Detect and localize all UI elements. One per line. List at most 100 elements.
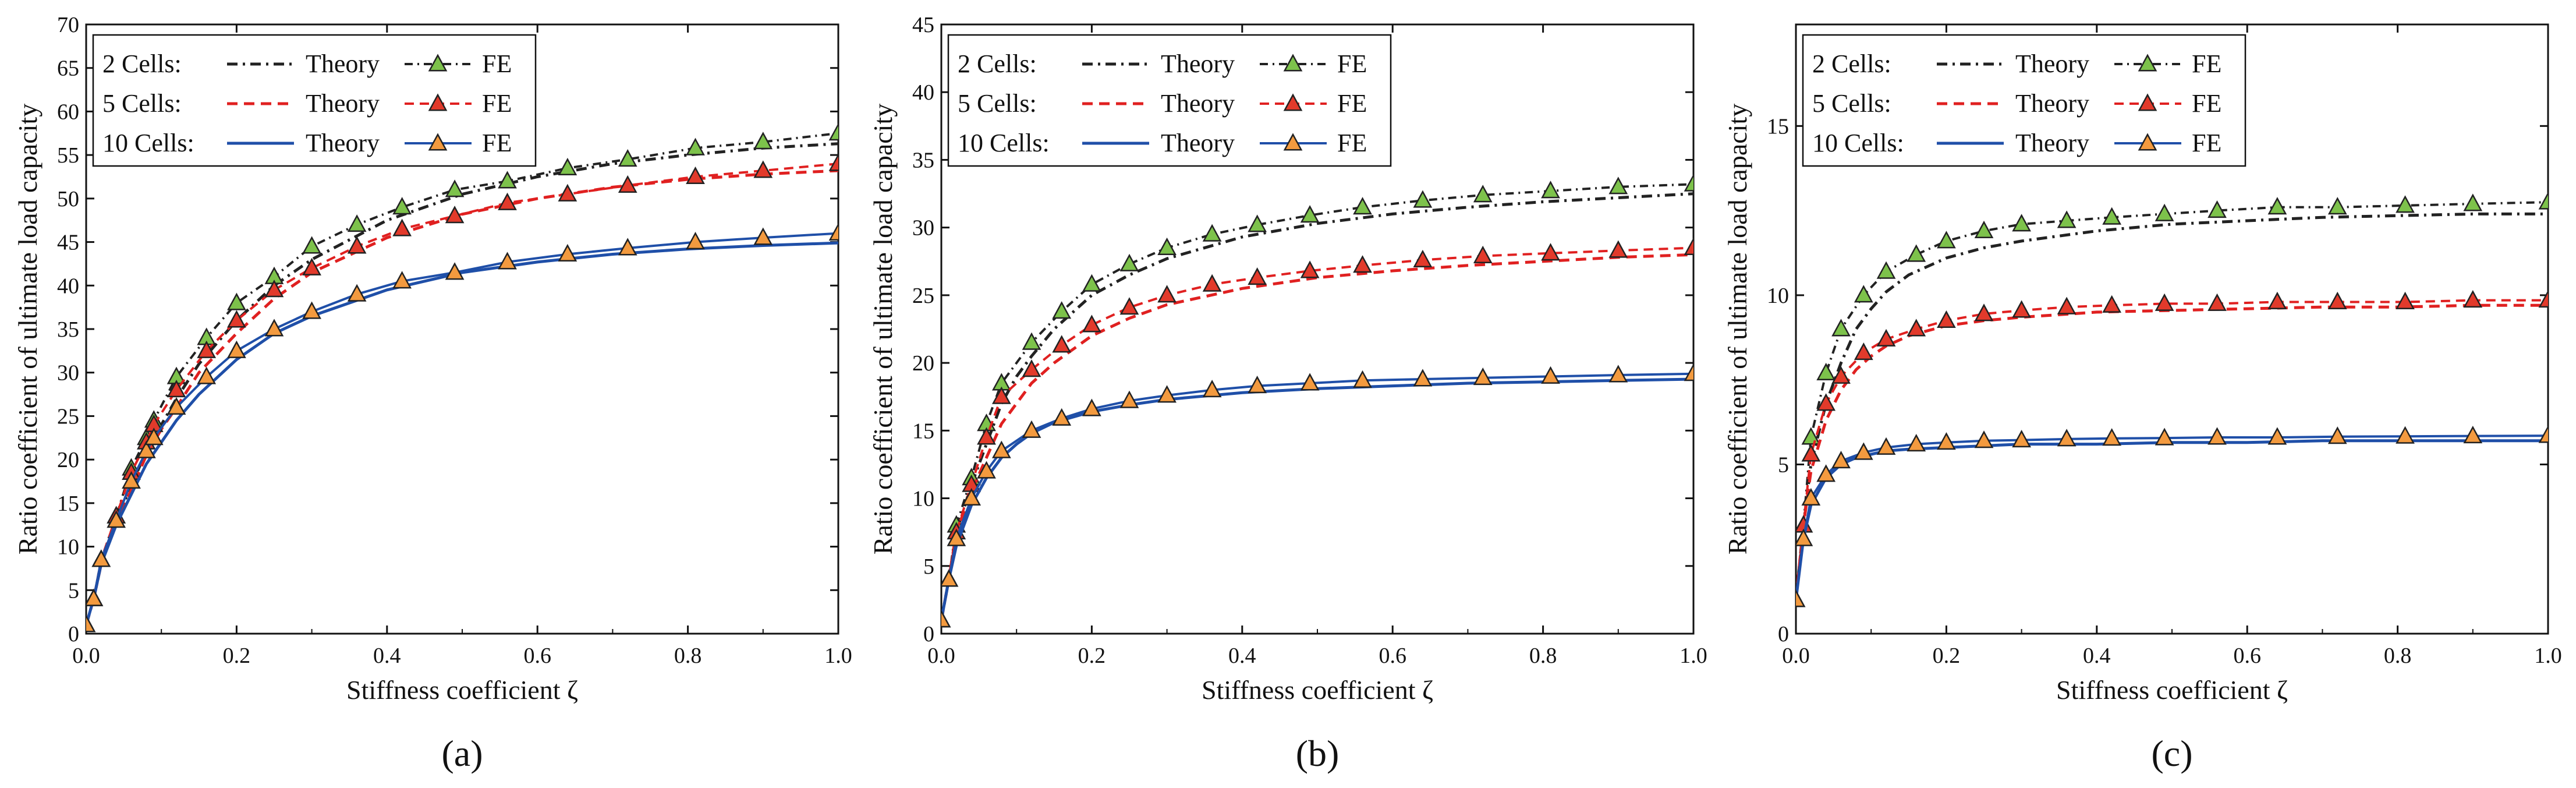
panel-a-series-5-marker [558, 243, 577, 262]
panel-c-series-3-marker [2102, 295, 2121, 313]
panel-b-legend: 2 Cells: Theory FE 5 Cells: Theory FE 10 Cells… [947, 34, 1392, 167]
panel-b-series-1-marker [1300, 205, 1320, 223]
panel-a-series-3-marker [197, 340, 217, 358]
panel-b-series-3-marker [1248, 267, 1267, 285]
panel-c-series-1-marker [1854, 285, 1873, 303]
panel-c-series-5-marker [2396, 426, 2415, 444]
panel-b-ytick-label: 45 [912, 13, 934, 37]
panel-c-series-3-marker [1876, 328, 1896, 347]
panel-b-series-3-marker [1541, 243, 1560, 261]
panel-c-plot-area [1796, 192, 2548, 607]
panel-c-legend: 2 Cells: Theory FE 5 Cells: Theory FE 10 Cells… [1802, 34, 2247, 167]
panel-a-legend: 2 Cells: Theory FE 5 Cells: Theory FE 10 Cells… [92, 34, 537, 167]
panel-c-series-1-marker [2463, 193, 2483, 211]
panel-a-series-1-marker [686, 137, 705, 156]
panel-b-series-3-marker [1608, 240, 1628, 258]
panel-c-series-5-marker [1796, 528, 1813, 546]
panel-b-legend-fe-label: FE [1337, 129, 1367, 157]
panel-b-series-3-fe-line [941, 246, 1693, 621]
panel-c-xtick-label: 0.0 [1782, 644, 1810, 668]
panel-c-series-5-marker [1796, 589, 1806, 607]
panel-b-series-1-marker [1353, 197, 1372, 215]
panel-c-series-1-marker [2155, 203, 2174, 221]
panel-a-xtick-label: 0.2 [223, 644, 251, 668]
panel-b-series-5-marker [992, 440, 1011, 458]
panel-c-legend-theory-label: Theory [2015, 129, 2089, 157]
panel-c-legend-group-label: 5 Cells: [1812, 89, 1891, 118]
panel-a-legend-fe-marker [428, 93, 448, 111]
panel-a-ytick-label: 70 [57, 13, 79, 37]
panel-a-xlabel: Stiffness coefficient ζ [346, 675, 578, 705]
panel-b-series-5-marker [1473, 368, 1493, 386]
panel-c-legend-group-label: 10 Cells: [1812, 129, 1904, 157]
panel-c-series-3-marker [2327, 291, 2347, 310]
panel-b-series-0-theory [941, 192, 1693, 621]
panel-a-series-1-marker [618, 149, 637, 167]
panel-c-ytick-label: 5 [1778, 453, 1789, 477]
panel-a-series-5-marker [197, 366, 217, 384]
panel-c-series-3-marker [2057, 296, 2077, 315]
panel-c-series-2-theory [1796, 303, 2548, 600]
panel-b-ytick-label: 0 [923, 622, 934, 646]
panel-c-series-3-marker [1831, 366, 1851, 384]
panel-a-xtick-label: 1.0 [824, 644, 852, 668]
panel-c-series-3-marker [2267, 291, 2287, 310]
panel-b-series-5-fe-line [941, 372, 1693, 621]
panel-c-series-1-marker [2538, 192, 2548, 210]
panel-b-series-1-marker [1157, 237, 1177, 256]
panel-c-series-3-marker [2538, 289, 2548, 308]
panel-a-series-5-marker [445, 262, 465, 280]
panel-b-series-5-marker [1082, 398, 1101, 416]
panel-b-series-5-marker [947, 528, 966, 546]
panel-c-legend-fe-marker [2138, 93, 2157, 111]
panel-c-series-1-fe-line [1796, 201, 2548, 600]
panel-b-xlabel: Stiffness coefficient ζ [1202, 675, 1433, 705]
panel-a-ytick-label: 5 [68, 578, 79, 603]
panel-c-series-3-marker [2463, 289, 2483, 308]
panel-a-series-5-marker [392, 271, 412, 289]
panel-c-series-3-marker [1854, 342, 1873, 361]
panel-b-series-5-marker [941, 610, 951, 628]
panel-b-label: (b) [1296, 733, 1340, 774]
panel-b-legend-group-label: 10 Cells: [958, 129, 1050, 157]
panel-c-series-5-marker [1937, 432, 1956, 450]
panel-c-series-3-marker [2155, 293, 2174, 311]
panel-b-series-5-marker [1022, 420, 1041, 438]
panel-a-ytick-label: 60 [57, 100, 79, 124]
panel-b-xtick-label: 0.6 [1379, 644, 1406, 668]
panel-c-legend-fe-marker [2138, 133, 2157, 151]
panel-a-legend-group-label: 5 Cells: [102, 89, 182, 118]
panel-c-series-5-fe-line [1796, 434, 2548, 600]
panel-c-series-3-marker [2012, 300, 2031, 318]
panel-b-xtick-label: 0.8 [1529, 644, 1557, 668]
panel-c-series-4-theory [1796, 439, 2548, 600]
panel-a-legend-fe-marker [428, 54, 448, 72]
panel-c-xlabel: Stiffness coefficient ζ [2056, 675, 2288, 705]
panel-b-legend-fe-marker [1283, 93, 1303, 111]
panel-a-series-5-marker [498, 252, 517, 270]
panel-a-ytick-label: 55 [57, 143, 79, 168]
panel-a-series-3-marker [302, 257, 321, 275]
panel-a-series-3-marker [227, 310, 246, 328]
panel-a-series-1-marker [828, 123, 838, 141]
panel-b-series-3-marker [1300, 260, 1320, 278]
panel-c-xtick-label: 1.0 [2534, 644, 2562, 668]
panel-c-legend-theory-label: Theory [2015, 89, 2089, 118]
panel-a-series-5-marker [107, 510, 126, 528]
panel-b-series-1-marker [1202, 224, 1222, 242]
panel-c-series-3-marker [2208, 293, 2227, 311]
panel-a-legend-theory-label: Theory [306, 129, 380, 157]
panel-a-series-1-marker [347, 214, 367, 232]
panel-b-series-3-marker [1157, 285, 1177, 303]
panel-c-series-3-marker [1816, 393, 1836, 411]
panel-b-legend-theory-label: Theory [1161, 50, 1235, 78]
panel-a-series-3-marker [445, 206, 465, 224]
panel-b-series-3-marker [1684, 237, 1693, 256]
panel-c-series-1-marker [2057, 210, 2077, 228]
panel-b-series-1-marker [1022, 332, 1041, 350]
panel-b-series-3-marker [1119, 297, 1139, 315]
panel-a-series-3-marker [347, 236, 367, 254]
panel-b-series-5-marker [1157, 385, 1177, 403]
panel-a-series-1-marker [498, 171, 517, 189]
panel-c-series-1-marker [2208, 200, 2227, 218]
